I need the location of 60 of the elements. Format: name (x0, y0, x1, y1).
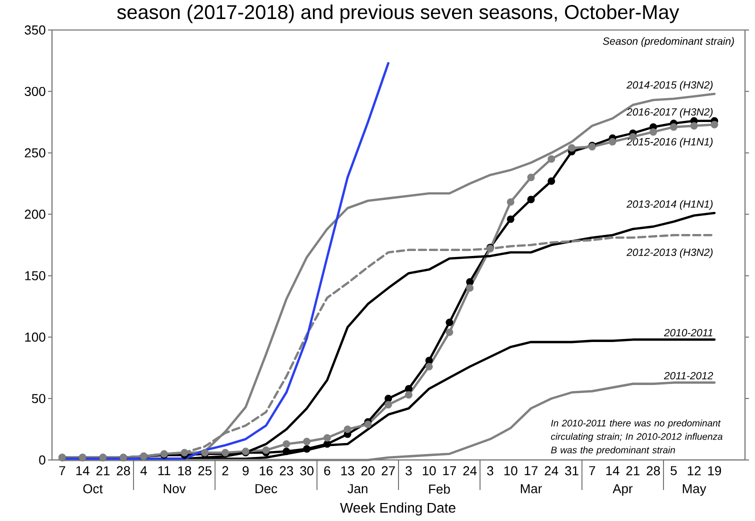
text: Dec (256, 484, 278, 494)
series-label: 2011-2012 (664, 372, 714, 380)
x-tick-label: 5 (670, 466, 677, 476)
x-tick-label: 25 (198, 466, 212, 476)
text: May (682, 484, 706, 496)
x-tick-label: 14 (606, 466, 620, 476)
x-axis-title: Week Ending Date (340, 502, 456, 516)
x-tick-label: 19 (708, 466, 722, 476)
x-tick-label: 10 (422, 466, 436, 476)
y-tick-label: 150 (25, 271, 46, 280)
text: Apr (612, 484, 633, 496)
x-tick-label: 23 (280, 466, 294, 476)
text: Oct (83, 484, 103, 494)
x-tick-label: 12 (688, 466, 701, 476)
x-tick-label: 18 (178, 466, 192, 476)
y-tick-label: 300 (24, 86, 46, 96)
y-tick-label: 50 (32, 394, 46, 404)
series-label: 2010-2011 (664, 328, 712, 336)
text: Feb (429, 484, 450, 494)
x-tick-label: 28 (116, 466, 130, 476)
series-label: 2015-2016 (H1N1) (626, 138, 713, 148)
x-tick-label: 27 (382, 466, 395, 476)
y-tick-label: 250 (24, 148, 46, 158)
series-label: 2012-2013 (H3N2) (626, 248, 713, 258)
x-tick-label: 21 (96, 466, 110, 476)
x-tick-label: 3 (487, 466, 494, 476)
x-tick-label: 20 (361, 466, 375, 476)
y-tick-label: 100 (25, 332, 46, 342)
x-tick-label: 28 (646, 466, 660, 476)
x-tick-label: 9 (242, 466, 249, 476)
x-tick-label: 7 (59, 466, 66, 476)
text: Nov (164, 484, 186, 494)
y-tick-label: 350 (24, 25, 46, 35)
x-tick-label: 13 (341, 466, 354, 476)
x-tick-label: 2 (222, 466, 228, 476)
annotation: In 2010-2011 there was no predominant circulating strain; In 2010-2012 influenza B was the predominant strain (551, 419, 722, 456)
x-tick-label: 30 (300, 466, 314, 476)
y-tick-label: 200 (24, 210, 46, 219)
x-tick-label: 21 (626, 466, 640, 476)
series-label: 2016-2017 (H3N2) (626, 108, 713, 118)
x-tick-label: 6 (324, 466, 330, 476)
chart-title: season (2017-2018) and previous seven seasons, October-May (117, 4, 680, 24)
series-label: 2014-2015 (H3N2) (626, 80, 713, 91)
x-tick-label: 24 (463, 466, 477, 476)
text: Mar (520, 484, 542, 494)
series-label: 2013-2014 (H1N1) (626, 200, 713, 210)
x-tick-label: 11 (158, 466, 170, 476)
x-tick-label: 4 (140, 466, 147, 476)
x-tick-label: 16 (260, 466, 273, 476)
x-tick-label: 14 (76, 466, 90, 476)
y-tick-label: 0 (39, 455, 46, 465)
x-tick-label: 10 (504, 466, 518, 476)
annotation: Season (predominant strain) (602, 37, 734, 47)
x-tick-label: 31 (565, 466, 578, 476)
x-tick-label: 7 (589, 466, 596, 476)
x-tick-label: 17 (524, 466, 538, 476)
x-tick-label: 17 (443, 466, 456, 476)
x-tick-label: 3 (406, 466, 412, 476)
text: Jan (348, 484, 368, 494)
x-tick-label: 24 (544, 466, 558, 476)
